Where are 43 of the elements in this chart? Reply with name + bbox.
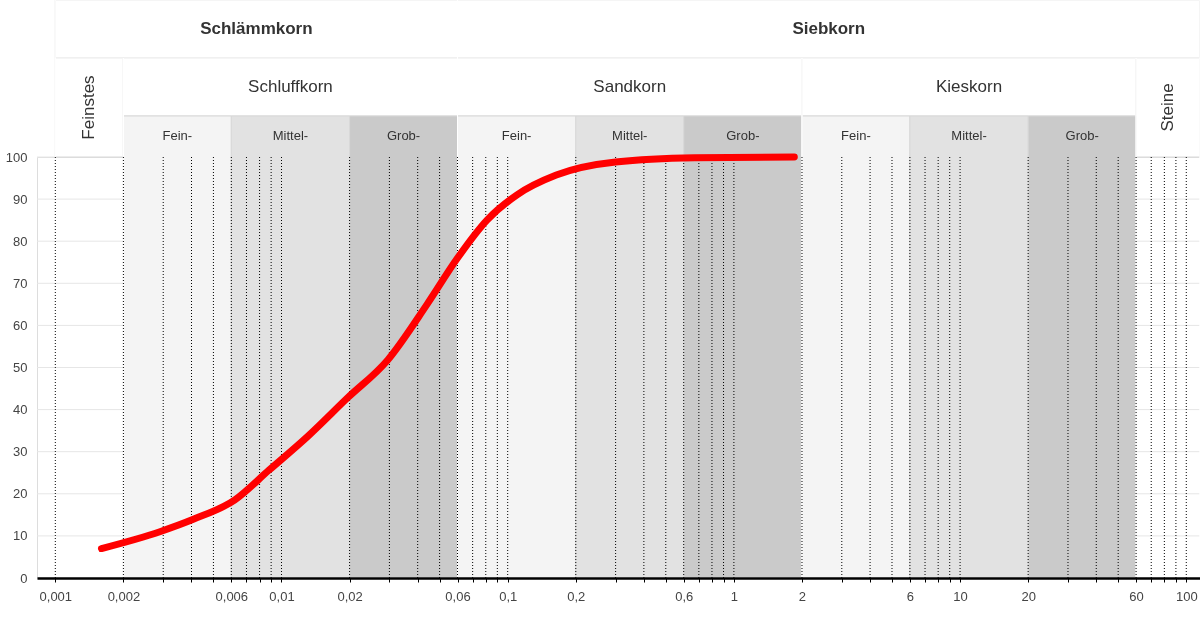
band-label: Grob- — [726, 128, 760, 143]
x-tick-label: 1 — [730, 588, 738, 604]
y-tick-label: 30 — [13, 444, 28, 460]
y-tick-label: 40 — [13, 402, 28, 418]
band-label: Schlämmkorn — [200, 19, 313, 38]
x-tick-label: 0,01 — [269, 588, 295, 604]
band-label: Fein- — [841, 128, 871, 143]
y-tick-label: 70 — [13, 275, 28, 291]
x-tick-label: 0,06 — [445, 588, 471, 604]
band-label: Sandkorn — [593, 77, 667, 96]
x-tick-label: 6 — [906, 588, 915, 604]
x-tick-label: 60 — [1129, 588, 1144, 604]
x-tick-label: 0,002 — [107, 588, 141, 604]
band-label: Schluffkorn — [248, 77, 333, 96]
x-tick-label: 0,1 — [499, 588, 518, 604]
y-tick-label: 0 — [20, 570, 28, 586]
y-tick-label: 20 — [13, 486, 28, 502]
band-label: Fein- — [501, 128, 532, 143]
x-tick-label: 20 — [1021, 588, 1036, 604]
x-tick-label: 2 — [798, 588, 807, 604]
x-tick-label: 0,2 — [567, 588, 586, 604]
y-tick-label: 10 — [13, 528, 28, 544]
band-label: Mittel- — [951, 128, 987, 143]
band-label: Grob- — [386, 128, 421, 143]
band-label: Mittel- — [612, 128, 648, 143]
x-tick-label: 0,6 — [675, 588, 694, 604]
band-label: Mittel- — [272, 128, 309, 143]
x-tick-label: 10 — [953, 588, 968, 604]
band-label: Siebkorn — [792, 19, 866, 38]
y-tick-label: 100 — [5, 149, 28, 165]
band-label: Steine — [1158, 83, 1178, 132]
y-tick-label: 50 — [13, 360, 28, 375]
band-label: Feinstes — [79, 75, 99, 140]
y-tick-label: 80 — [13, 233, 28, 249]
band-label: Kieskorn — [935, 77, 1003, 96]
x-tick-label: 0,001 — [39, 588, 73, 604]
x-tick-label: 100 — [1175, 588, 1198, 604]
x-tick-label: 0,006 — [215, 588, 249, 604]
y-tick-label: 90 — [13, 191, 28, 207]
x-tick-label: 0,02 — [337, 588, 363, 604]
band-label: Grob- — [1065, 128, 1099, 143]
y-tick-label: 60 — [13, 317, 28, 333]
band-label: Fein- — [162, 128, 193, 143]
